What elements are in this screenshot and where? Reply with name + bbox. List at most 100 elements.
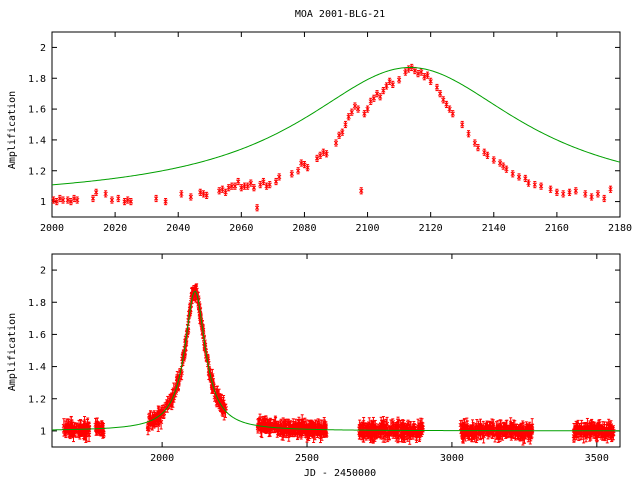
data-point xyxy=(460,120,465,129)
x-tick-label: 2080 xyxy=(292,223,316,234)
bottom-y-axis-label: Amplification xyxy=(7,313,18,391)
data-point xyxy=(428,77,433,85)
data-point xyxy=(273,177,279,186)
data-point xyxy=(598,425,604,440)
data-point xyxy=(226,184,231,192)
data-point xyxy=(472,139,477,147)
x-tick-label: 2120 xyxy=(419,223,443,234)
data-point xyxy=(444,100,449,109)
data-point xyxy=(602,194,607,203)
data-point xyxy=(396,76,402,84)
data-point xyxy=(188,193,193,201)
data-point xyxy=(378,93,383,101)
data-point xyxy=(368,428,373,444)
x-tick-label: 2180 xyxy=(608,223,632,234)
data-point xyxy=(415,70,421,78)
data-point xyxy=(337,131,342,139)
data-point xyxy=(257,417,262,425)
data-point xyxy=(251,184,257,192)
data-point xyxy=(220,185,225,193)
data-point xyxy=(321,148,326,156)
data-point xyxy=(548,185,553,193)
data-point xyxy=(573,187,578,195)
data-point xyxy=(315,430,320,438)
x-tick-label: 2100 xyxy=(356,223,380,234)
data-point xyxy=(554,188,560,196)
data-point xyxy=(54,198,59,206)
data-point xyxy=(103,190,108,198)
data-point xyxy=(595,190,601,198)
data-point xyxy=(258,181,263,189)
data-point xyxy=(94,417,100,433)
data-point xyxy=(68,198,74,206)
data-point xyxy=(51,196,56,204)
y-tick-label: 1 xyxy=(40,426,46,437)
x-tick-label: 2000 xyxy=(40,223,64,234)
data-point xyxy=(481,420,486,437)
data-point xyxy=(291,418,296,434)
x-tick-label: 2060 xyxy=(229,223,253,234)
data-point xyxy=(441,96,446,104)
data-point xyxy=(163,198,168,206)
data-point xyxy=(333,139,339,147)
data-point xyxy=(273,417,278,432)
data-point xyxy=(217,187,222,195)
data-point xyxy=(404,425,409,435)
data-point xyxy=(501,421,506,436)
data-point xyxy=(75,196,80,204)
data-point xyxy=(90,194,96,203)
data-point xyxy=(153,194,159,203)
x-tick-label: 2140 xyxy=(482,223,506,234)
data-point xyxy=(368,97,373,105)
x-tick-label: 2160 xyxy=(545,223,569,234)
data-point xyxy=(349,108,354,116)
data-point xyxy=(239,184,244,192)
data-point xyxy=(520,427,526,441)
data-point xyxy=(510,170,515,178)
data-point xyxy=(389,427,394,435)
data-point xyxy=(116,194,121,203)
data-point xyxy=(295,167,301,175)
data-point xyxy=(412,66,418,75)
data-point xyxy=(305,164,310,172)
model-curve xyxy=(51,290,620,432)
data-point xyxy=(340,128,345,136)
data-point xyxy=(198,188,203,196)
data-point xyxy=(372,425,377,432)
data-point xyxy=(65,196,70,204)
bottom-x-axis-label: JD - 2450000 xyxy=(304,468,376,479)
data-point xyxy=(516,173,522,181)
data-point xyxy=(275,424,280,436)
data-point xyxy=(482,148,487,156)
y-tick-label: 1.8 xyxy=(28,298,46,309)
y-tick-label: 2 xyxy=(40,266,46,277)
data-point xyxy=(125,196,130,204)
data-point xyxy=(282,421,287,437)
data-point xyxy=(497,159,503,167)
top-panel: 2000 2020 2040 2060 2080 2100 2120 2140 2160 2180… xyxy=(28,31,632,234)
data-point xyxy=(381,87,386,95)
y-tick-label: 1 xyxy=(40,197,46,208)
data-point xyxy=(245,182,250,190)
plot-frame xyxy=(51,253,621,448)
data-point xyxy=(229,182,235,190)
data-point xyxy=(359,187,364,195)
data-point xyxy=(299,159,304,167)
data-point xyxy=(318,151,323,159)
data-point xyxy=(232,182,238,190)
data-point xyxy=(496,429,502,441)
data-point xyxy=(450,110,455,118)
data-point xyxy=(494,427,499,440)
data-point xyxy=(71,194,77,203)
data-point xyxy=(343,120,348,129)
y-tick-label: 1.6 xyxy=(28,105,46,116)
data-point xyxy=(289,170,294,178)
data-point xyxy=(179,190,184,198)
top-y-axis-label: Amplification xyxy=(7,91,18,169)
y-tick-label: 1.4 xyxy=(28,362,46,373)
data-point xyxy=(589,193,594,201)
data-point xyxy=(362,110,367,118)
data-point xyxy=(267,181,272,189)
chart-title: MOA 2001-BLG-21 xyxy=(295,9,385,20)
x-tick-label: 3000 xyxy=(440,453,464,464)
